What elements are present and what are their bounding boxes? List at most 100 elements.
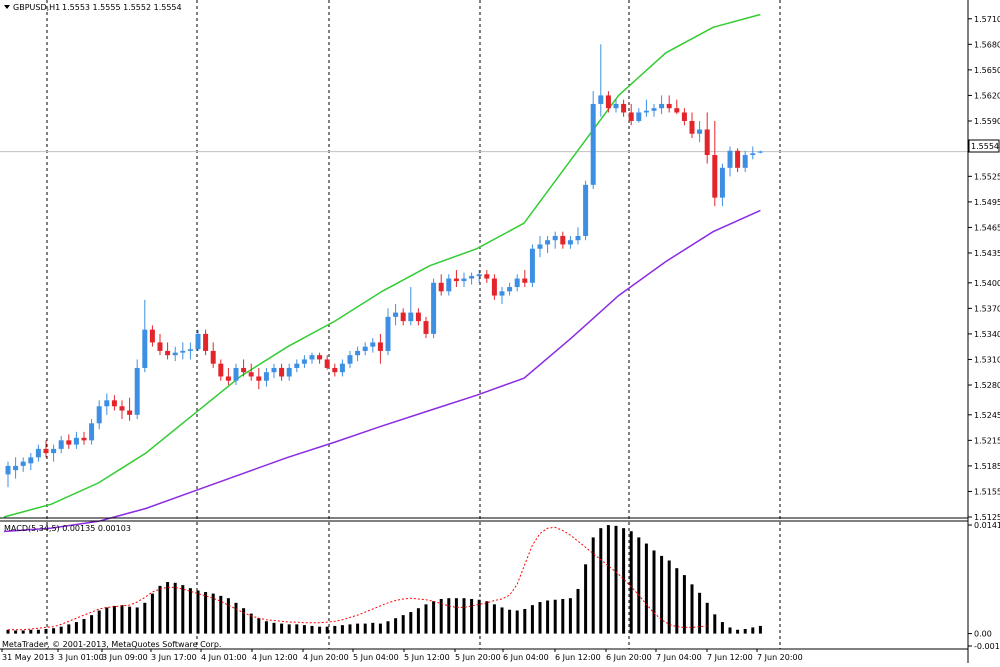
- macd-bar: [682, 575, 686, 634]
- price-tick-label: 1.5245: [974, 411, 1000, 420]
- macd-bar: [538, 602, 542, 634]
- candle: [757, 150, 763, 154]
- price-tick-label: 1.5495: [974, 198, 1000, 207]
- macd-bar: [371, 622, 375, 634]
- candle-body: [35, 448, 41, 458]
- price-tick-label: 1.5185: [974, 462, 1000, 471]
- candle-body: [636, 112, 642, 121]
- macd-pane[interactable]: [6, 525, 762, 634]
- candle-body: [757, 151, 763, 153]
- candle: [681, 108, 687, 126]
- macd-bar: [515, 610, 519, 634]
- candle-body: [431, 282, 437, 334]
- candle-body: [58, 440, 64, 449]
- macd-bar: [340, 625, 344, 634]
- macd-signal-line: [8, 526, 708, 631]
- macd-bar: [667, 560, 671, 634]
- candle-body: [659, 103, 665, 109]
- price-tick-label: 1.5435: [974, 249, 1000, 258]
- macd-bar: [462, 598, 466, 634]
- candle-body: [180, 350, 186, 353]
- candle-body: [613, 103, 619, 109]
- candle: [370, 338, 376, 353]
- candle: [689, 112, 695, 139]
- macd-bar: [439, 598, 443, 634]
- time-tick-label: 3 Jun 09:00: [102, 653, 148, 662]
- candle: [590, 91, 596, 190]
- macd-bar: [652, 550, 656, 634]
- candle: [142, 299, 148, 373]
- price-tick-label: 1.5215: [974, 436, 1000, 445]
- candle: [317, 352, 323, 364]
- macd-bar: [447, 598, 451, 634]
- time-tick-label: 4 Jun 12:00: [252, 653, 298, 662]
- macd-bar: [424, 604, 428, 634]
- candle: [294, 359, 300, 373]
- dropdown-triangle-icon[interactable]: [4, 5, 10, 9]
- macd-bar: [173, 582, 177, 634]
- candle: [309, 352, 315, 364]
- macd-bar: [74, 622, 78, 634]
- candle-body: [461, 278, 467, 282]
- macd-bar: [470, 598, 474, 634]
- candle-body: [446, 278, 452, 292]
- candle-body: [5, 465, 11, 475]
- candle-body: [51, 448, 57, 454]
- candle: [301, 355, 307, 368]
- price-pane[interactable]: [0, 13, 968, 533]
- macd-bar: [416, 608, 420, 634]
- macd-bar: [561, 598, 565, 634]
- candle-body: [537, 244, 543, 249]
- candle: [165, 342, 171, 360]
- macd-bar: [325, 626, 329, 634]
- candle: [666, 95, 672, 113]
- candle-body: [628, 112, 634, 121]
- macd-bar: [432, 601, 436, 634]
- macd-bar: [568, 598, 572, 634]
- macd-bar: [150, 593, 154, 634]
- candle-body: [355, 350, 361, 356]
- macd-bar: [492, 604, 496, 634]
- macd-bar: [477, 599, 481, 634]
- time-tick-label: 6 Jun 20:00: [606, 653, 652, 662]
- candle-body: [507, 287, 513, 292]
- candle-body: [484, 274, 490, 279]
- macd-bar: [211, 593, 215, 634]
- time-tick-label: 3 Jun 17:00: [151, 653, 197, 662]
- candle-body: [347, 355, 353, 364]
- macd-axis: 0.01411 0.00 -0.00161: [968, 521, 1000, 651]
- candle-body: [545, 240, 551, 245]
- candle: [35, 444, 41, 462]
- candle: [750, 146, 756, 160]
- candle: [339, 359, 345, 377]
- macd-bar: [614, 525, 618, 634]
- macd-bar: [530, 605, 534, 634]
- candle: [621, 99, 627, 117]
- macd-bar: [166, 582, 170, 634]
- price-tick-label: 1.5400: [974, 279, 1000, 288]
- candle: [279, 363, 285, 381]
- candle-body: [598, 95, 604, 104]
- macd-bar: [97, 610, 101, 634]
- candle-body: [134, 367, 140, 415]
- candle-body: [309, 355, 315, 360]
- macd-bar: [629, 531, 633, 634]
- macd-bar: [287, 624, 291, 634]
- candle: [476, 270, 482, 283]
- candle: [149, 325, 155, 347]
- candle-body: [567, 240, 573, 245]
- candle-body: [370, 342, 376, 347]
- macd-bar: [591, 537, 595, 634]
- macd-bar: [584, 564, 588, 634]
- candle: [377, 333, 383, 364]
- candle: [127, 397, 133, 421]
- candle: [484, 270, 490, 283]
- macd-bar: [158, 585, 162, 634]
- candle-body: [674, 108, 680, 113]
- candle: [347, 350, 353, 368]
- candle: [210, 342, 216, 368]
- price-tick-label: 1.5310: [974, 355, 1000, 364]
- candle: [157, 333, 163, 356]
- macd-bar: [751, 627, 755, 634]
